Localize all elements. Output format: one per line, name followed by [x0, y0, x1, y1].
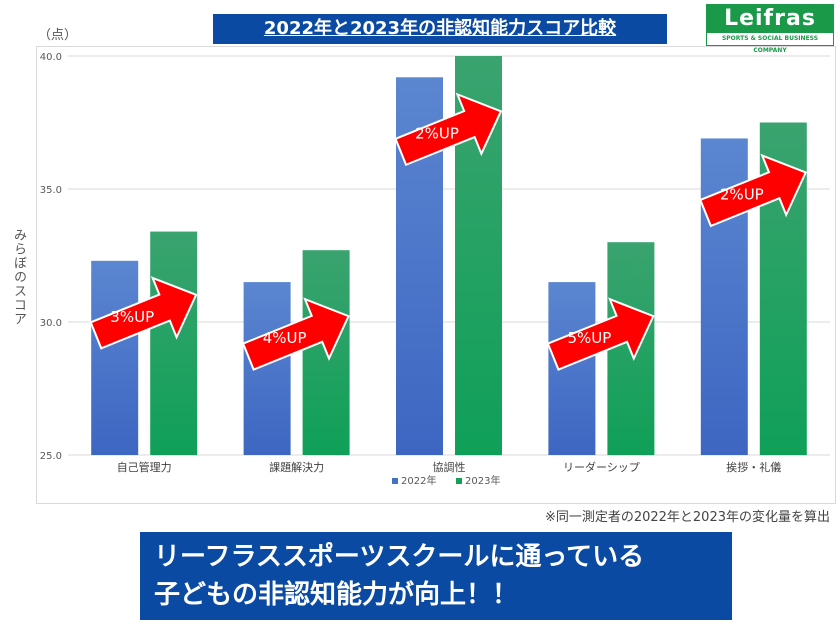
headline-line-2: 子どもの非認知能力が向上！！ [154, 580, 519, 610]
arrow-label: 3%UP [110, 308, 154, 326]
arrow-label: 5%UP [567, 329, 611, 347]
legend-swatch [392, 478, 398, 484]
y-tick-label: 35.0 [40, 185, 62, 196]
arrow-shape [394, 92, 503, 167]
legend-label: 2023年 [465, 474, 500, 487]
y-tick-label: 25.0 [40, 451, 62, 462]
y-axis-label: みらぼのスコア [11, 228, 26, 326]
leifras-logo: Leifras SPORTS & SOCIAL BUSINESS COMPANY [706, 4, 834, 54]
x-tick-label: 協調性 [433, 460, 466, 474]
x-tick-label: リーダーシップ [563, 460, 640, 474]
logo-tagline: SPORTS & SOCIAL BUSINESS COMPANY [721, 35, 819, 54]
legend-swatch [456, 478, 462, 484]
chart-title: 2022年と2023年の非認知能力スコア比較 [213, 14, 667, 44]
bar-2022 [91, 260, 139, 455]
logo-wordmark: Leifras [707, 5, 833, 33]
up-arrow-annotation: 2%UP [394, 92, 503, 167]
arrow-label: 2%UP [720, 185, 764, 203]
x-tick-label: 課題解決力 [269, 460, 324, 474]
arrow-label: 2%UP [415, 124, 459, 142]
up-arrow-annotation: 5%UP [546, 297, 655, 371]
up-arrow-annotation: 4%UP [241, 297, 350, 371]
legend-label: 2022年 [401, 474, 436, 487]
bar-2022 [548, 282, 596, 455]
headline-line-1: リーフラススポーツスクールに通っている [154, 542, 645, 572]
arrow-shape [546, 297, 655, 371]
y-tick-label: 30.0 [40, 318, 62, 329]
arrow-label: 4%UP [263, 329, 307, 347]
up-arrow-annotation: 3%UP [89, 276, 198, 350]
bar-2022 [243, 282, 291, 455]
up-arrow-annotation: 2%UP [699, 153, 808, 228]
arrow-shape [699, 153, 808, 228]
y-tick-label: 40.0 [40, 52, 62, 63]
bar-2023 [150, 231, 198, 455]
headline-banner: リーフラススポーツスクールに通っている 子どもの非認知能力が向上！！ [140, 532, 732, 620]
unit-label: （点） [38, 28, 78, 43]
arrow-shape [89, 276, 198, 350]
arrow-shape [241, 297, 350, 371]
x-tick-label: 自己管理力 [117, 460, 172, 474]
x-tick-label: 挨拶・礼儀 [726, 460, 781, 474]
footnote: ※同一測定者の2022年と2023年の変化量を算出 [544, 510, 830, 525]
